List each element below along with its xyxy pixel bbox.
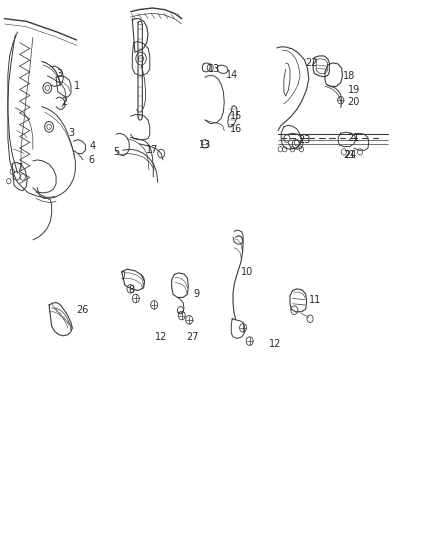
Text: 9: 9: [193, 289, 199, 299]
Text: 27: 27: [187, 332, 199, 342]
Text: 3: 3: [68, 128, 74, 138]
Text: 8: 8: [128, 286, 134, 295]
Text: 10: 10: [241, 267, 254, 277]
Text: 18: 18: [343, 71, 356, 80]
Text: 21: 21: [343, 150, 356, 159]
Text: 20: 20: [348, 98, 360, 107]
Text: 15: 15: [230, 111, 243, 121]
Text: 11: 11: [309, 295, 321, 304]
Text: 14: 14: [226, 70, 238, 79]
Text: 5: 5: [113, 147, 119, 157]
Text: 26: 26: [76, 305, 88, 315]
Text: 2: 2: [62, 98, 68, 107]
Text: 16: 16: [230, 124, 243, 134]
Text: 3: 3: [56, 69, 62, 78]
Text: 19: 19: [348, 85, 360, 94]
Text: 1: 1: [74, 82, 80, 91]
Text: 13: 13: [199, 140, 211, 150]
Text: 12: 12: [155, 332, 167, 342]
Text: 12: 12: [269, 339, 281, 349]
Text: 17: 17: [146, 146, 159, 155]
Text: 22: 22: [306, 58, 318, 68]
Text: 4: 4: [90, 141, 96, 150]
Text: 24: 24: [344, 150, 357, 159]
Text: 13: 13: [208, 64, 220, 74]
Text: 21: 21: [348, 133, 360, 142]
Text: 6: 6: [88, 155, 94, 165]
Text: 7: 7: [17, 163, 23, 173]
Text: 23: 23: [298, 135, 311, 144]
